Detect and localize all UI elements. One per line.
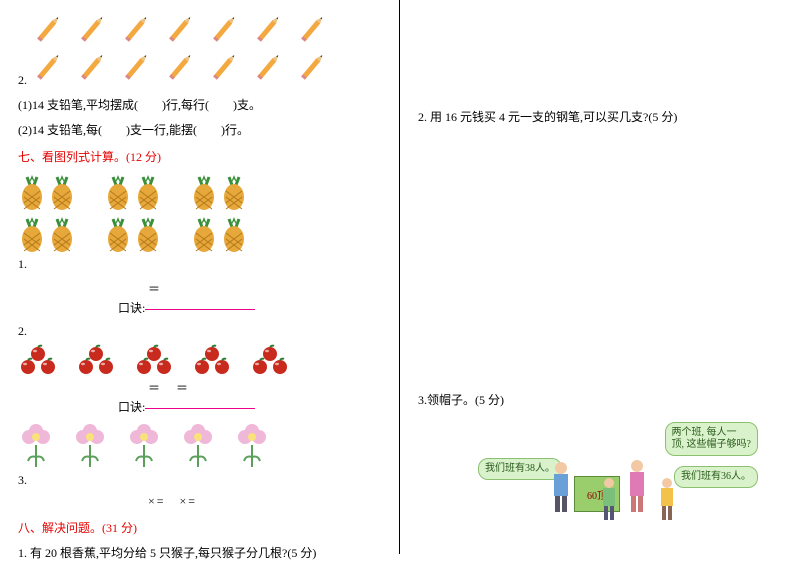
pencil-icon bbox=[76, 12, 110, 46]
pencil-icon bbox=[32, 50, 66, 84]
pencil-icon bbox=[296, 12, 330, 46]
q2-sub2: (2)14 支铅笔,每( )支一行,能摆( )行。 bbox=[18, 121, 381, 138]
q8-1: 1. 有 20 根香蕉,平均分给 5 只猴子,每只猴子分几根?(5 分) bbox=[18, 544, 381, 561]
equation-2: ＝ ＝ bbox=[148, 379, 381, 396]
pineapple-icon bbox=[18, 173, 46, 213]
pencil-icon bbox=[296, 50, 330, 84]
rule-underline bbox=[145, 309, 255, 310]
rule-label: 口诀: bbox=[118, 301, 145, 315]
rule-line-2: 口诀: bbox=[118, 398, 381, 415]
rule-line-1: 口诀: bbox=[118, 299, 381, 316]
apple-group-icon bbox=[250, 343, 290, 375]
pencil-icon bbox=[120, 12, 154, 46]
person-icon bbox=[598, 476, 620, 522]
apple-group-icon bbox=[76, 343, 116, 375]
pineapple-icon bbox=[104, 215, 132, 255]
pineapple-icon bbox=[104, 173, 132, 213]
left-column: 2. bbox=[0, 0, 400, 554]
pencil-icon bbox=[208, 50, 242, 84]
hat-scene: 我们班有38人。 两个班, 每人一 顶, 这些帽子够吗? 我们班有36人。 60… bbox=[478, 416, 758, 536]
pencil-icon bbox=[32, 12, 66, 46]
flower-icon bbox=[72, 423, 108, 471]
apple-group-icon bbox=[134, 343, 174, 375]
flower-icon bbox=[180, 423, 216, 471]
right-q3: 3.领帽子。(5 分) bbox=[418, 391, 782, 408]
pineapple-icon bbox=[134, 215, 162, 255]
flower-figure: 3. bbox=[18, 423, 381, 488]
pineapple-figure: 1. bbox=[18, 173, 381, 272]
pencil-icon bbox=[252, 12, 286, 46]
pencil-icon bbox=[120, 50, 154, 84]
pineapple-icon bbox=[190, 173, 218, 213]
pineapple-icon bbox=[48, 173, 76, 213]
flower-icon bbox=[126, 423, 162, 471]
pineapple-icon bbox=[220, 173, 248, 213]
pineapple-icon bbox=[220, 215, 248, 255]
pineapple-icon bbox=[190, 215, 218, 255]
apple-group-icon bbox=[192, 343, 232, 375]
section-8-heading: 八、解决问题。(31 分) bbox=[18, 519, 381, 536]
p2-label: 2. bbox=[18, 324, 27, 339]
pineapple-icon bbox=[48, 215, 76, 255]
pencil-icon bbox=[76, 50, 110, 84]
right-column: 2. 用 16 元钱买 4 元一支的钢笔,可以买几支?(5 分) 3.领帽子。(… bbox=[400, 0, 800, 554]
flower-icon bbox=[18, 423, 54, 471]
person-icon bbox=[548, 460, 574, 516]
section-7-heading: 七、看图列式计算。(12 分) bbox=[18, 148, 381, 165]
pencil-icon bbox=[208, 12, 242, 46]
pencil-icon bbox=[164, 12, 198, 46]
pencil-figure: 2. bbox=[18, 12, 381, 88]
p1-label: 1. bbox=[18, 257, 27, 272]
person-icon bbox=[624, 458, 650, 516]
speech-bubble-2: 两个班, 每人一 顶, 这些帽子够吗? bbox=[665, 422, 758, 456]
pineapple-icon bbox=[134, 173, 162, 213]
q2-label: 2. bbox=[18, 73, 27, 88]
equation-1: ＝ bbox=[148, 280, 381, 297]
person-icon bbox=[656, 476, 678, 522]
bubble2-line1: 两个班, 每人一 bbox=[672, 427, 751, 439]
flower-icon bbox=[234, 423, 270, 471]
apple-figure: 2. bbox=[18, 324, 381, 375]
rule-label: 口诀: bbox=[118, 400, 145, 414]
equation-3: ×= ×= bbox=[148, 492, 381, 509]
apple-group-icon bbox=[18, 343, 58, 375]
speech-bubble-3: 我们班有36人。 bbox=[674, 466, 758, 488]
q2-sub1: (1)14 支铅笔,平均摆成( )行,每行( )支。 bbox=[18, 96, 381, 113]
pencil-icon bbox=[164, 50, 198, 84]
p3-label: 3. bbox=[18, 473, 27, 488]
pineapple-icon bbox=[18, 215, 46, 255]
pencil-icon bbox=[252, 50, 286, 84]
right-q2: 2. 用 16 元钱买 4 元一支的钢笔,可以买几支?(5 分) bbox=[418, 108, 782, 125]
bubble2-line2: 顶, 这些帽子够吗? bbox=[672, 439, 751, 451]
rule-underline bbox=[145, 408, 255, 409]
